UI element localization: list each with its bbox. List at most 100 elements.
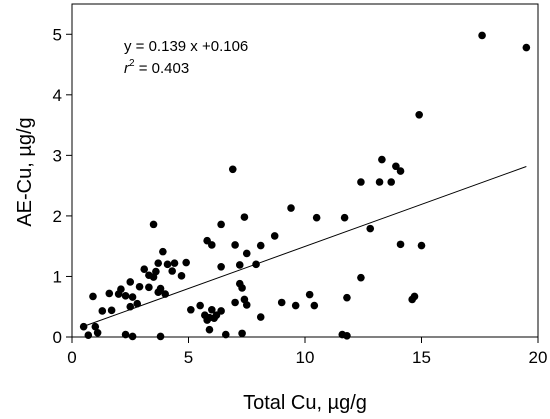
data-point bbox=[154, 259, 163, 267]
r-squared-value: = 0.403 bbox=[135, 60, 190, 77]
data-point bbox=[149, 273, 158, 281]
data-point bbox=[310, 301, 319, 310]
data-points-layer bbox=[79, 31, 531, 341]
data-point bbox=[270, 232, 279, 240]
data-point bbox=[126, 278, 135, 286]
data-point bbox=[98, 307, 107, 315]
x-tick-label: 0 bbox=[67, 348, 76, 367]
data-point bbox=[187, 305, 195, 314]
data-point bbox=[156, 332, 165, 341]
y-axis-ticks: 0 1 2 3 4 5 bbox=[53, 25, 72, 347]
data-point bbox=[387, 178, 396, 186]
data-point bbox=[159, 247, 167, 256]
data-point bbox=[128, 293, 137, 301]
data-point bbox=[79, 322, 88, 331]
data-point bbox=[126, 302, 135, 311]
data-point bbox=[121, 292, 130, 300]
y-tick-label: 3 bbox=[53, 146, 62, 165]
equation-text: y = 0.139 x +0.106 bbox=[124, 38, 248, 55]
data-point bbox=[149, 220, 158, 229]
y-axis-title: AE-Cu, µg/g bbox=[14, 117, 36, 226]
data-point bbox=[231, 241, 239, 249]
data-point bbox=[305, 290, 314, 299]
data-point bbox=[240, 213, 249, 221]
data-point bbox=[277, 298, 286, 307]
x-tick-label: 10 bbox=[296, 348, 315, 367]
data-point bbox=[522, 43, 531, 52]
x-axis-title: Total Cu, µg/g bbox=[243, 392, 367, 414]
data-point bbox=[161, 290, 169, 298]
data-point bbox=[217, 220, 225, 229]
data-point bbox=[177, 272, 186, 280]
r-squared-text: r2 = 0.403 bbox=[124, 58, 189, 77]
data-point bbox=[357, 273, 365, 282]
data-point bbox=[133, 299, 142, 308]
r-superscript: 2 bbox=[129, 58, 135, 69]
data-point bbox=[238, 284, 246, 292]
data-point bbox=[312, 213, 321, 222]
r-symbol: r bbox=[124, 60, 130, 77]
data-point bbox=[196, 301, 204, 310]
data-point bbox=[343, 331, 351, 340]
data-point bbox=[105, 289, 114, 298]
data-point bbox=[89, 292, 97, 301]
data-point bbox=[208, 241, 216, 249]
data-point bbox=[417, 241, 426, 250]
data-point bbox=[154, 288, 163, 296]
data-point bbox=[140, 265, 149, 273]
data-point bbox=[121, 330, 130, 339]
data-point bbox=[84, 331, 93, 339]
data-point bbox=[340, 213, 349, 222]
data-point bbox=[392, 162, 400, 171]
data-point bbox=[128, 332, 137, 341]
data-point bbox=[410, 292, 419, 301]
x-tick-label: 15 bbox=[412, 348, 431, 367]
data-point bbox=[217, 262, 225, 271]
data-point bbox=[203, 316, 211, 324]
data-point bbox=[91, 322, 100, 331]
data-point bbox=[415, 110, 423, 119]
data-point bbox=[287, 204, 295, 212]
data-point bbox=[231, 298, 239, 307]
fit-line-layer bbox=[85, 166, 527, 327]
data-point bbox=[221, 330, 230, 339]
data-point bbox=[238, 329, 246, 338]
data-point bbox=[168, 267, 176, 275]
data-point bbox=[357, 178, 365, 186]
x-tick-label: 20 bbox=[529, 348, 548, 367]
data-point bbox=[205, 325, 214, 334]
data-point bbox=[145, 283, 153, 292]
data-point bbox=[375, 178, 384, 186]
data-point bbox=[212, 311, 221, 320]
data-point bbox=[396, 167, 405, 175]
data-point bbox=[378, 155, 386, 164]
data-point bbox=[163, 260, 172, 269]
data-point bbox=[242, 301, 251, 309]
data-point bbox=[256, 313, 265, 321]
regression-line bbox=[85, 166, 527, 327]
x-axis-ticks: 0 5 10 15 20 bbox=[67, 337, 547, 367]
x-tick-label: 5 bbox=[184, 348, 193, 367]
data-point bbox=[107, 306, 116, 315]
data-point bbox=[170, 259, 179, 267]
data-point bbox=[478, 31, 486, 40]
data-point bbox=[235, 261, 244, 269]
data-point bbox=[256, 241, 265, 250]
data-point bbox=[135, 282, 144, 291]
data-point bbox=[182, 258, 190, 267]
y-tick-label: 0 bbox=[53, 328, 62, 347]
y-tick-label: 2 bbox=[53, 207, 62, 226]
data-point bbox=[366, 224, 375, 233]
y-tick-label: 5 bbox=[53, 25, 62, 44]
data-point bbox=[93, 328, 102, 337]
data-point bbox=[228, 165, 237, 174]
data-point bbox=[252, 260, 260, 269]
data-point bbox=[291, 301, 300, 310]
data-point bbox=[208, 305, 216, 314]
y-tick-label: 1 bbox=[53, 267, 62, 286]
data-point bbox=[343, 293, 351, 302]
y-tick-label: 4 bbox=[53, 86, 62, 105]
data-point bbox=[114, 290, 123, 298]
